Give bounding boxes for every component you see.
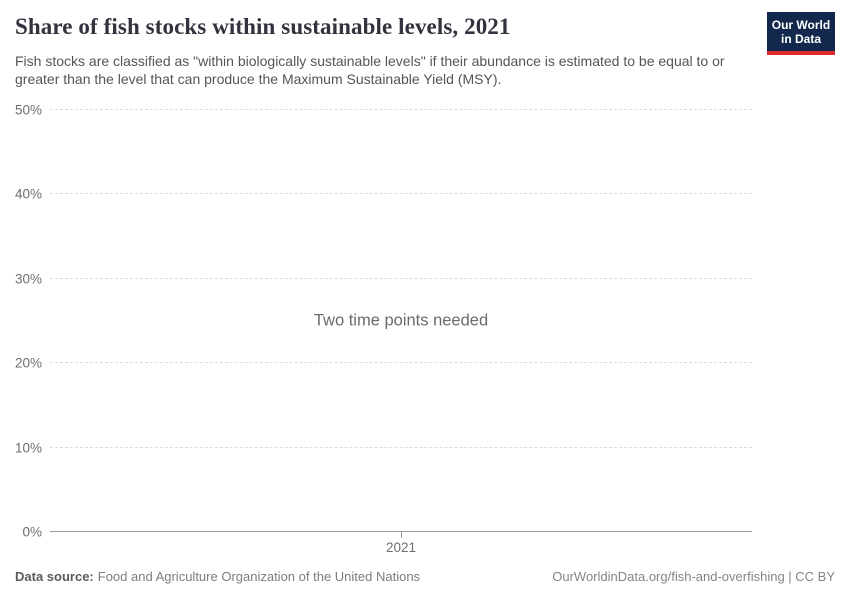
y-gridline-50: 50% bbox=[15, 103, 752, 116]
x-axis-line: 0% bbox=[22, 525, 752, 538]
footer-credit-link[interactable]: OurWorldinData.org/fish-and-overfishing … bbox=[552, 569, 835, 584]
y-tick-label-30: 30% bbox=[14, 271, 42, 287]
x-tick-mark bbox=[400, 532, 402, 538]
y-tick-label-40: 40% bbox=[14, 186, 42, 202]
x-tick-2021: 2021 bbox=[386, 532, 416, 555]
chart-subtitle: Fish stocks are classified as "within bi… bbox=[15, 53, 725, 87]
owid-logo-line1: Our World bbox=[771, 18, 831, 32]
y-gridline-10: 10% bbox=[15, 441, 752, 454]
y-gridline-40: 40% bbox=[15, 188, 752, 201]
chart-title: Share of fish stocks within sustainable … bbox=[15, 14, 511, 39]
footer: Data source: Food and Agriculture Organiz… bbox=[15, 569, 835, 584]
y-gridline-30: 30% bbox=[15, 272, 752, 285]
datasource-value: Food and Agriculture Organization of the… bbox=[97, 569, 421, 584]
y-tick-label-20: 20% bbox=[14, 355, 42, 371]
owid-logo-line2: in Data bbox=[780, 32, 821, 46]
owid-logo[interactable]: Our World in Data bbox=[767, 12, 835, 55]
y-tick-label-10: 10% bbox=[14, 439, 42, 455]
datasource-label: Data source: bbox=[15, 569, 94, 584]
footer-datasource: Data source: Food and Agriculture Organiz… bbox=[15, 569, 420, 584]
plot-area: Two time points needed 0% 10% 20% 30% 40% 50%… bbox=[15, 103, 752, 555]
x-tick-label: 2021 bbox=[385, 540, 417, 555]
y-tick-label-0: 0% bbox=[22, 524, 42, 540]
y-tick-label-50: 50% bbox=[14, 102, 42, 118]
empty-state-message: Two time points needed bbox=[313, 311, 489, 330]
y-gridline-20: 20% bbox=[15, 356, 752, 369]
